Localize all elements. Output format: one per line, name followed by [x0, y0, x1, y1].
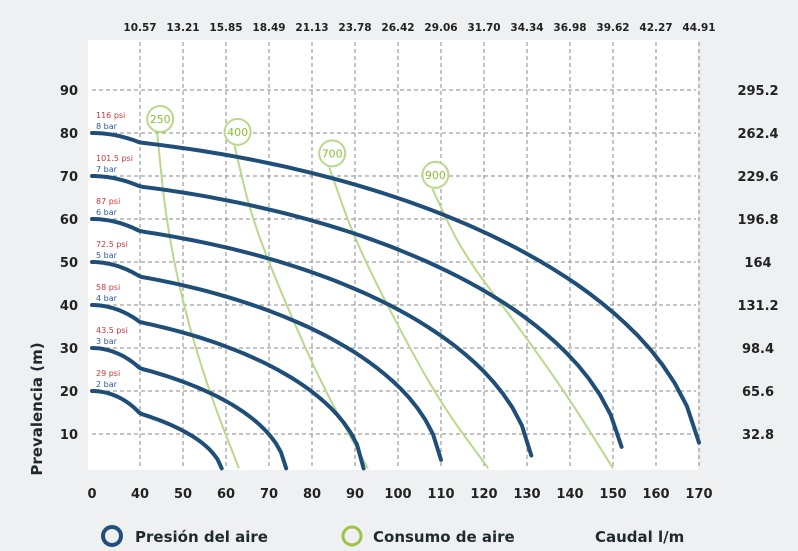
pressure-curve-6-bar — [90, 217, 534, 458]
consumption-bubble-900 — [421, 160, 450, 189]
bar-label: 7 bar — [96, 165, 118, 174]
pressure-curves — [90, 131, 701, 471]
top-tick-label: 26.42 — [381, 22, 414, 34]
top-tick-label: 34.34 — [510, 22, 543, 34]
psi-label: 58 psi — [96, 283, 120, 292]
top-tick-label: 15.85 — [209, 22, 242, 34]
right-axis-ticks: 32.8 65.6 98.4 131.2 164 196.8 229.6 262.4 295.2 — [737, 84, 778, 443]
x-tick-label: 130 — [513, 487, 540, 502]
pressure-curve-4-bar — [90, 303, 366, 471]
y-tick-label: 20 — [60, 385, 78, 400]
plot-area — [88, 40, 698, 470]
consumption-bubble-label: 250 — [150, 113, 171, 126]
x-tick-label: 170 — [685, 487, 712, 502]
x-tick-label: 80 — [303, 487, 321, 502]
pressure-legend-icon — [101, 525, 123, 547]
y-axis-label: Prevalencia (m) — [28, 342, 46, 475]
consumption-curve-400 — [233, 145, 369, 469]
psi-label: 29 psi — [96, 369, 120, 378]
x-tick-label: 40 — [131, 487, 149, 502]
x-tick-label: 110 — [427, 487, 454, 502]
top-tick-label: 21.13 — [295, 22, 328, 34]
consumption-legend-label: Consumo de aire — [373, 528, 515, 546]
top-tick-label: 31.70 — [467, 22, 500, 34]
legend: Presión del aire Consumo de aire Caudal … — [101, 525, 684, 547]
y-axis-ticks: 10 20 30 40 50 60 70 80 90 — [60, 84, 78, 443]
air-consumption-curves — [156, 132, 614, 469]
psi-label: 43.5 psi — [96, 326, 128, 335]
y-tick-label: 30 — [60, 342, 78, 357]
right-tick-label: 229.6 — [737, 170, 778, 185]
x-axis-label: Caudal l/m — [595, 528, 684, 546]
right-tick-label: 295.2 — [737, 84, 778, 99]
top-tick-label: 44.91 — [682, 22, 715, 34]
x-tick-label: 0 — [87, 487, 96, 502]
consumption-bubbles: 250 400 700 900 — [146, 105, 450, 189]
consumption-bubble-250 — [146, 105, 175, 133]
x-tick-label: 120 — [470, 487, 497, 502]
x-axis-ticks: 0 40 50 60 70 80 90 100 110 120 130 140 150 160 170 — [87, 487, 712, 502]
pressure-curve-8-bar — [90, 131, 701, 445]
pressure-curve-3-bar — [90, 346, 289, 471]
top-tick-label: 13.21 — [166, 22, 199, 34]
right-tick-label: 131.2 — [737, 299, 778, 314]
x-tick-label: 100 — [384, 487, 411, 502]
top-tick-label: 23.78 — [338, 22, 371, 34]
bar-label: 5 bar — [96, 251, 118, 260]
pressure-curve-5-bar — [90, 260, 443, 462]
y-tick-label: 70 — [60, 170, 78, 185]
psi-label: 87 psi — [96, 197, 120, 206]
bar-label: 6 bar — [96, 208, 118, 217]
y-tick-label: 60 — [60, 213, 78, 228]
consumption-curve-900 — [431, 188, 614, 469]
psi-label: 101.5 psi — [96, 154, 133, 163]
x-tick-label: 90 — [346, 487, 364, 502]
right-tick-label: 262.4 — [737, 127, 778, 142]
curve-labels: 29 psi 2 bar 43.5 psi 3 bar 58 psi 4 bar 72.5 … — [96, 111, 133, 389]
top-tick-label: 18.49 — [252, 22, 285, 34]
top-tick-label: 39.62 — [596, 22, 629, 34]
x-tick-label: 60 — [217, 487, 235, 502]
y-tick-label: 50 — [60, 256, 78, 271]
right-tick-label: 32.8 — [742, 428, 774, 443]
x-tick-label: 160 — [642, 487, 669, 502]
top-tick-label: 42.27 — [639, 22, 672, 34]
y-tick-label: 10 — [60, 428, 78, 443]
psi-label: 116 psi — [96, 111, 125, 120]
consumption-bubble-700 — [318, 139, 347, 168]
psi-label: 72.5 psi — [96, 240, 128, 249]
bar-label: 8 bar — [96, 122, 118, 131]
y-tick-label: 80 — [60, 127, 78, 142]
right-tick-label: 164 — [744, 256, 771, 271]
x-tick-label: 140 — [556, 487, 583, 502]
pressure-curve-2-bar — [90, 389, 224, 471]
pressure-curve-7-bar — [90, 174, 624, 449]
x-tick-label: 50 — [174, 487, 192, 502]
bar-label: 2 bar — [96, 380, 118, 389]
consumption-curve-250 — [156, 132, 240, 469]
top-tick-label: 29.06 — [424, 22, 457, 34]
x-tick-label: 150 — [599, 487, 626, 502]
consumption-bubble-400 — [223, 117, 252, 146]
top-tick-label: 10.57 — [123, 22, 156, 34]
consumption-curve-700 — [328, 167, 490, 469]
y-tick-label: 90 — [60, 84, 78, 99]
consumption-legend-icon — [341, 525, 363, 547]
bar-label: 4 bar — [96, 294, 118, 303]
right-tick-label: 196.8 — [737, 213, 778, 228]
pressure-legend-label: Presión del aire — [135, 528, 268, 546]
consumption-bubble-label: 700 — [322, 147, 343, 160]
consumption-bubble-label: 400 — [227, 126, 248, 139]
top-axis-ticks: 10.57 13.21 15.85 18.49 21.13 23.78 26.42 29.06… — [123, 22, 715, 34]
y-tick-label: 40 — [60, 299, 78, 314]
top-tick-label: 36.98 — [553, 22, 586, 34]
right-tick-label: 98.4 — [742, 342, 774, 357]
consumption-bubble-label: 900 — [425, 169, 446, 182]
right-tick-label: 65.6 — [742, 385, 774, 400]
bar-label: 3 bar — [96, 337, 118, 346]
x-tick-label: 70 — [260, 487, 278, 502]
